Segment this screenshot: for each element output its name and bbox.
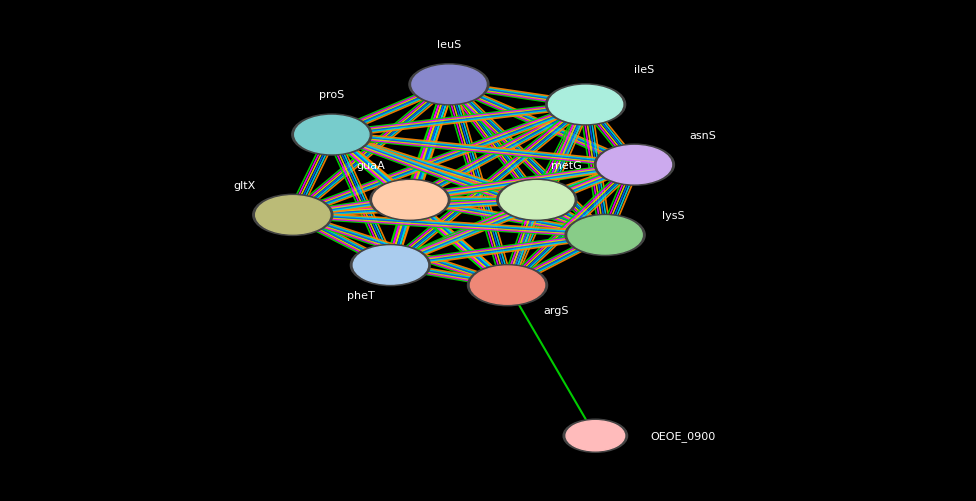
Text: lysS: lysS <box>662 210 685 220</box>
Circle shape <box>497 180 577 221</box>
Circle shape <box>253 195 333 236</box>
Text: metG: metG <box>550 160 582 170</box>
Circle shape <box>500 181 574 219</box>
Circle shape <box>468 265 548 306</box>
Circle shape <box>470 267 545 305</box>
Circle shape <box>594 145 674 186</box>
Circle shape <box>549 86 623 124</box>
Circle shape <box>409 65 489 106</box>
Text: ileS: ileS <box>634 65 654 75</box>
Circle shape <box>568 216 642 255</box>
Text: proS: proS <box>319 90 345 100</box>
Circle shape <box>566 421 625 451</box>
Circle shape <box>353 246 427 285</box>
Circle shape <box>546 85 626 126</box>
Circle shape <box>412 66 486 104</box>
Text: gltX: gltX <box>233 180 255 190</box>
Circle shape <box>597 146 671 184</box>
Circle shape <box>350 245 430 286</box>
Circle shape <box>292 115 372 156</box>
Text: argS: argS <box>544 306 569 316</box>
Text: leuS: leuS <box>437 40 461 50</box>
Circle shape <box>295 116 369 154</box>
Circle shape <box>565 215 645 256</box>
Circle shape <box>256 196 330 234</box>
Text: pheT: pheT <box>347 291 375 301</box>
Text: asnS: asnS <box>689 130 716 140</box>
Circle shape <box>370 180 450 221</box>
Circle shape <box>373 181 447 219</box>
Text: guaA: guaA <box>356 160 386 170</box>
Text: OEOE_0900: OEOE_0900 <box>651 430 715 441</box>
Circle shape <box>563 419 628 452</box>
